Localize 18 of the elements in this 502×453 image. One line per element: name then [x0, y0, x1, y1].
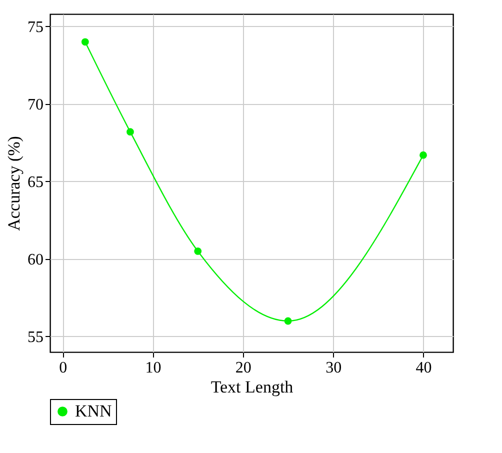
x-tick-label: 0 [59, 360, 68, 376]
x-tick-label: 40 [416, 360, 432, 376]
legend-label: KNN [75, 402, 112, 420]
x-tick-label: 20 [235, 360, 252, 376]
y-tick-label: 70 [28, 96, 44, 114]
x-axis-title: Text Length [210, 378, 294, 396]
point [81, 38, 89, 46]
x-tick-label: 10 [145, 360, 162, 376]
point [420, 151, 427, 159]
y-tick-label: 75 [28, 18, 44, 36]
y-tick-label: 65 [28, 174, 44, 191]
y-axis-title: Accuracy (%) [4, 136, 24, 231]
point [194, 248, 202, 255]
y-tick-label: 60 [28, 251, 44, 268]
point [126, 128, 134, 136]
x-tick-label: 30 [326, 360, 342, 376]
y-tick-label: 55 [28, 328, 44, 346]
point [284, 317, 292, 325]
